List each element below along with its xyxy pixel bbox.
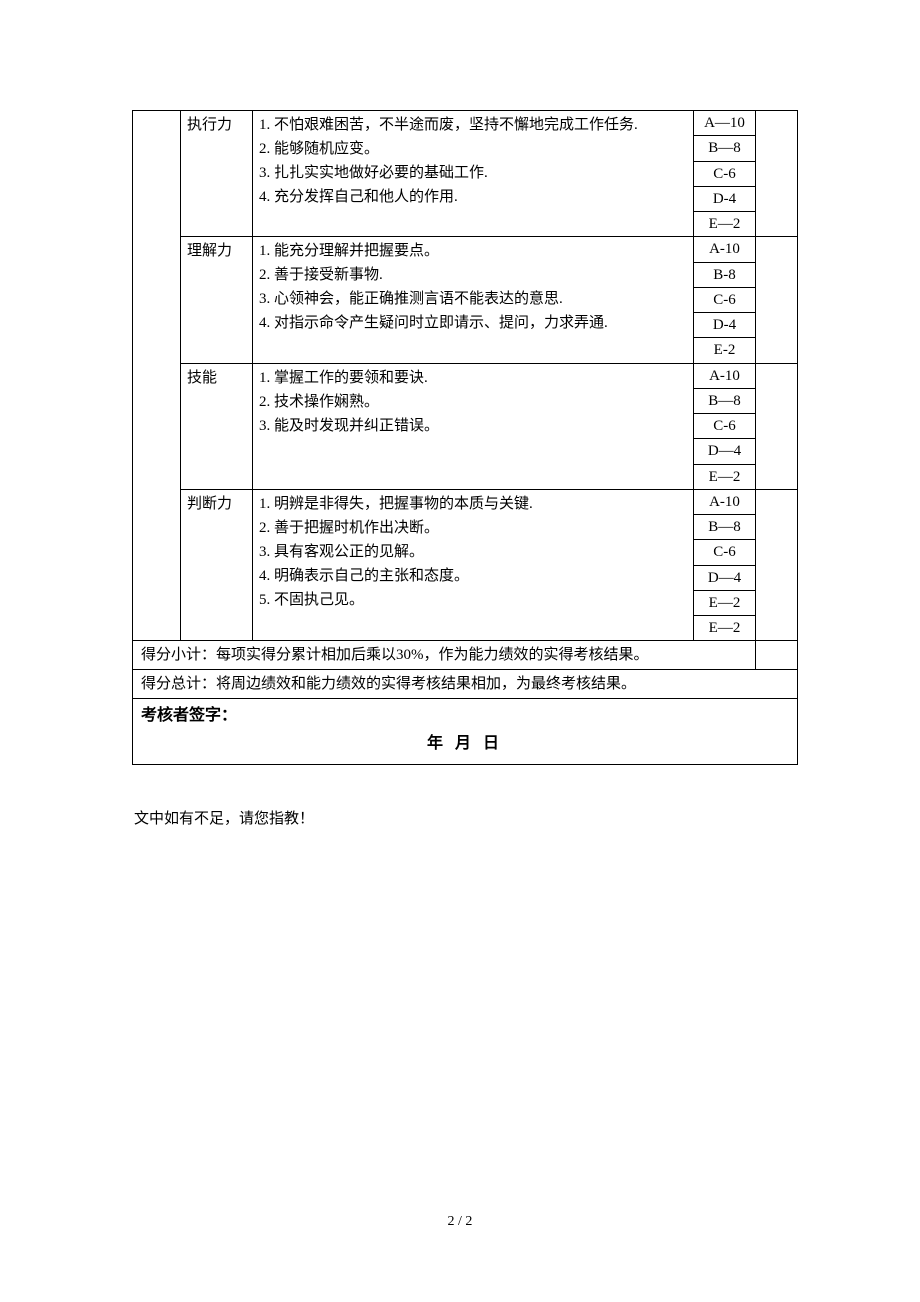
grade-item: C-6 (694, 162, 755, 187)
grade-item: B—8 (694, 389, 755, 414)
grade-item: C-6 (694, 414, 755, 439)
grade-item: A-10 (694, 490, 755, 515)
total-text: 得分总计：将周边绩效和能力绩效的实得考核结果相加，为最终考核结果。 (133, 670, 798, 699)
score-cell (756, 237, 798, 363)
grade-item: B-8 (694, 263, 755, 288)
criteria-cell: 1. 不怕艰难困苦，不半途而废，坚持不懈地完成工作任务.2. 能够随机应变。3.… (253, 111, 694, 237)
date-line: 年 月 日 (141, 731, 789, 757)
grade-item: D—4 (694, 439, 755, 464)
grade-item: B—8 (694, 515, 755, 540)
criteria-line: 3. 具有客观公正的见解。 (259, 540, 687, 564)
criteria-line: 5. 不固执己见。 (259, 588, 687, 612)
grade-item: C-6 (694, 540, 755, 565)
score-cell (756, 363, 798, 489)
grade-cell: A-10B—8C-6D—4E—2E—2 (694, 489, 756, 641)
grade-item: D—4 (694, 566, 755, 591)
criteria-cell: 1. 明辨是非得失，把握事物的本质与关键.2. 善于把握时机作出决断。3. 具有… (253, 489, 694, 641)
criteria-line: 2. 技术操作娴熟。 (259, 390, 687, 414)
row-label: 判断力 (181, 489, 253, 641)
criteria-line: 4. 对指示命令产生疑问时立即请示、提问，力求弄通. (259, 311, 687, 335)
grade-item: E—2 (694, 212, 755, 236)
table-row: 理解力1. 能充分理解并把握要点。2. 善于接受新事物.3. 心领神会，能正确推… (133, 237, 798, 363)
criteria-line: 2. 善于把握时机作出决断。 (259, 516, 687, 540)
row-label: 技能 (181, 363, 253, 489)
criteria-line: 1. 能充分理解并把握要点。 (259, 239, 687, 263)
grade-item: A—10 (694, 111, 755, 136)
grade-item: E—2 (694, 465, 755, 489)
table-row: 判断力1. 明辨是非得失，把握事物的本质与关键.2. 善于把握时机作出决断。3.… (133, 489, 798, 641)
grade-item: B—8 (694, 136, 755, 161)
criteria-cell: 1. 掌握工作的要领和要诀.2. 技术操作娴熟。3. 能及时发现并纠正错误。 (253, 363, 694, 489)
grade-item: E—2 (694, 591, 755, 616)
table-row: 技能1. 掌握工作的要领和要诀.2. 技术操作娴熟。3. 能及时发现并纠正错误。… (133, 363, 798, 489)
grade-item: C-6 (694, 288, 755, 313)
criteria-cell: 1. 能充分理解并把握要点。2. 善于接受新事物.3. 心领神会，能正确推测言语… (253, 237, 694, 363)
page-number: 2 / 2 (0, 1214, 920, 1230)
grade-cell: A-10B-8C-6D-4E-2 (694, 237, 756, 363)
criteria-line: 2. 能够随机应变。 (259, 137, 687, 161)
grade-item: E—2 (694, 616, 755, 640)
criteria-line: 3. 心领神会，能正确推测言语不能表达的意思. (259, 287, 687, 311)
criteria-line: 1. 不怕艰难困苦，不半途而废，坚持不懈地完成工作任务. (259, 113, 687, 137)
score-cell (756, 489, 798, 641)
total-row: 得分总计：将周边绩效和能力绩效的实得考核结果相加，为最终考核结果。 (133, 670, 798, 699)
page-content: 执行力1. 不怕艰难困苦，不半途而废，坚持不懈地完成工作任务.2. 能够随机应变… (0, 0, 920, 828)
criteria-line: 2. 善于接受新事物. (259, 263, 687, 287)
criteria-line: 4. 明确表示自己的主张和态度。 (259, 564, 687, 588)
subtotal-row: 得分小计：每项实得分累计相加后乘以30%，作为能力绩效的实得考核结果。 (133, 641, 798, 670)
row-label: 执行力 (181, 111, 253, 237)
table-row: 执行力1. 不怕艰难困苦，不半途而废，坚持不懈地完成工作任务.2. 能够随机应变… (133, 111, 798, 237)
grade-cell: A—10B—8C-6D-4E—2 (694, 111, 756, 237)
criteria-line: 1. 明辨是非得失，把握事物的本质与关键. (259, 492, 687, 516)
grade-item: A-10 (694, 237, 755, 262)
grade-item: E-2 (694, 338, 755, 362)
category-cell (133, 111, 181, 641)
signature-cell: 考核者签字：年 月 日 (133, 699, 798, 765)
row-label: 理解力 (181, 237, 253, 363)
grade-item: A-10 (694, 364, 755, 389)
evaluation-table: 执行力1. 不怕艰难困苦，不半途而废，坚持不懈地完成工作任务.2. 能够随机应变… (132, 110, 798, 765)
criteria-line: 1. 掌握工作的要领和要诀. (259, 366, 687, 390)
footer-note: 文中如有不足，请您指教！ (132, 807, 798, 828)
criteria-line: 3. 能及时发现并纠正错误。 (259, 414, 687, 438)
criteria-line: 4. 充分发挥自己和他人的作用. (259, 185, 687, 209)
score-cell (756, 111, 798, 237)
grade-item: D-4 (694, 187, 755, 212)
signature-label: 考核者签字： (141, 703, 789, 729)
signature-row: 考核者签字：年 月 日 (133, 699, 798, 765)
grade-cell: A-10B—8C-6D—4E—2 (694, 363, 756, 489)
subtotal-text: 得分小计：每项实得分累计相加后乘以30%，作为能力绩效的实得考核结果。 (133, 641, 756, 670)
subtotal-score (756, 641, 798, 670)
grade-item: D-4 (694, 313, 755, 338)
criteria-line: 3. 扎扎实实地做好必要的基础工作. (259, 161, 687, 185)
